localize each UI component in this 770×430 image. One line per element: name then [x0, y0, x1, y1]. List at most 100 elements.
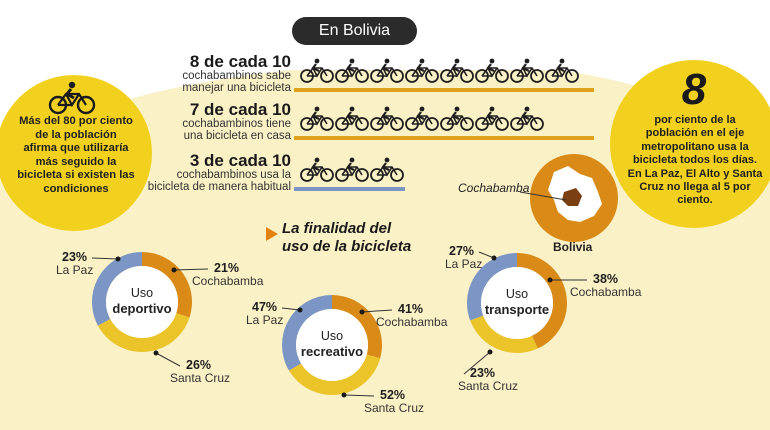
header-badge: En Bolivia — [292, 17, 417, 45]
donut-city-label: La Paz — [56, 263, 94, 277]
donut-title-line1: Uso — [130, 286, 154, 300]
bicycle-icon — [440, 106, 474, 131]
donut-pct-label: 27% — [449, 244, 475, 258]
section-title-line1: La finalidad del — [282, 220, 392, 237]
donut-center-label: Uso recreativo — [292, 329, 372, 360]
donut-pct-label: 23% — [470, 366, 496, 380]
donut-slice — [92, 252, 142, 326]
stat-line2: bicicleta de manera habitual — [147, 181, 291, 193]
donut-pct-label: 52% — [380, 388, 406, 402]
donut-leader-dot — [547, 277, 553, 283]
bicycle-icon — [300, 58, 334, 83]
right-circle-line: metropolitano usa la — [641, 140, 749, 153]
donut-pct-label: 21% — [214, 261, 240, 275]
donut-leader-line — [91, 257, 119, 260]
stat-bicycle-row — [300, 106, 544, 132]
bicycle-icon — [370, 106, 404, 131]
donut-leader-line — [155, 352, 181, 367]
donut-leader-dot — [153, 350, 159, 356]
donut-title-line2: transporte — [484, 302, 550, 317]
section-title-marker — [266, 227, 278, 241]
stat-line1: cochabambinos sabe — [182, 70, 291, 82]
donut-pct-label: 23% — [62, 250, 88, 264]
donut-0 — [92, 252, 192, 352]
left-circle-text: Más del 80 por ciento de la población afir… — [2, 115, 150, 197]
bicycle-icon — [370, 157, 404, 182]
map-country-label: Bolivia — [553, 240, 593, 254]
donut-hole — [106, 266, 178, 338]
bolivia-map-icon — [530, 154, 618, 242]
bicycle-icon — [370, 58, 404, 83]
donut-leader-dot — [341, 392, 347, 398]
donut-leader-dot — [491, 255, 497, 261]
left-circle-line: Más del 80 por ciento — [19, 115, 133, 127]
donut-title-line1: Uso — [320, 329, 344, 343]
left-circle-line: afirma que utilizaría — [23, 142, 129, 155]
donut-pct-label: 47% — [252, 300, 278, 314]
donut-hole — [481, 267, 553, 339]
donut-2 — [467, 253, 567, 353]
donut-slice — [289, 354, 381, 395]
donut-slice — [97, 313, 190, 352]
donut-city-label: Cochabamba — [376, 315, 448, 329]
donut-leader-line — [173, 268, 209, 271]
donut-city-label: Santa Cruz — [458, 379, 519, 393]
right-circle-line: ciento. — [677, 194, 713, 207]
bicycle-icon — [545, 58, 579, 83]
donut-slice — [467, 253, 517, 321]
bicycle-icon — [335, 58, 369, 83]
stat-headline: 7 de cada 10 — [189, 100, 291, 119]
donut-leader-line — [463, 351, 491, 375]
bicycle-icon — [335, 157, 369, 182]
donut-title-line2: deportivo — [112, 301, 172, 316]
left-circle-line: bicicleta si existen las — [17, 169, 135, 182]
right-circle-line: por ciento de la — [654, 114, 736, 126]
donut-pct-label: 26% — [186, 358, 212, 372]
right-circle-line: población en el eje — [645, 127, 745, 140]
bicycle-icon — [405, 106, 439, 131]
bicycle-rider-icon — [48, 81, 96, 115]
right-circle-text: por ciento de la población en el eje metro… — [622, 114, 768, 208]
donut-center-label: Uso deportivo — [102, 286, 182, 317]
bicycle-icon — [475, 106, 509, 131]
donut-leader-line — [361, 309, 393, 313]
donut-leader-dot — [359, 309, 365, 315]
right-circle-line: En La Paz, El Alto y Santa — [627, 167, 763, 180]
section-title: La finalidad del uso de la bicicleta — [282, 220, 411, 256]
stat-headline: 3 de cada 10 — [189, 151, 291, 170]
donut-slice — [332, 295, 382, 359]
bicycle-icon — [405, 58, 439, 83]
bicycle-icon — [510, 58, 544, 83]
bicycle-icon — [300, 157, 334, 182]
donut-city-label: Santa Cruz — [364, 401, 425, 415]
left-info-circle: Más del 80 por ciento de la población afir… — [0, 75, 152, 231]
donut-city-label: Santa Cruz — [170, 371, 231, 385]
section-title-line2: uso de la bicicleta — [282, 238, 412, 255]
donut-hole — [296, 309, 368, 381]
bicycle-icon — [300, 106, 334, 131]
donut-leader-line — [343, 394, 375, 397]
stat-underline — [294, 187, 405, 191]
donut-city-label: La Paz — [445, 257, 483, 271]
donut-leader-line — [478, 251, 495, 259]
stat-underline — [294, 136, 594, 140]
stat-headline: 8 de cada 10 — [189, 52, 291, 71]
right-circle-line: Cruz no llega al 5 por — [639, 181, 751, 194]
donut-pct-label: 38% — [593, 272, 619, 286]
left-circle-line: de la población — [35, 128, 117, 141]
donut-leader-dot — [297, 307, 303, 313]
donut-slice — [282, 295, 332, 371]
donut-1 — [282, 295, 382, 395]
bicycle-icon — [510, 106, 544, 131]
right-circle-number: 8 — [681, 65, 707, 114]
donut-leader-line — [281, 307, 301, 311]
bicycle-icon — [440, 58, 474, 83]
stat-underline — [294, 88, 594, 92]
stat-bicycle-row — [300, 58, 579, 84]
map-leader-line — [520, 191, 567, 201]
donut-city-label: La Paz — [246, 313, 284, 327]
stat-line2: manejar una bicicleta — [182, 82, 291, 94]
left-circle-line: condiciones — [43, 182, 109, 195]
